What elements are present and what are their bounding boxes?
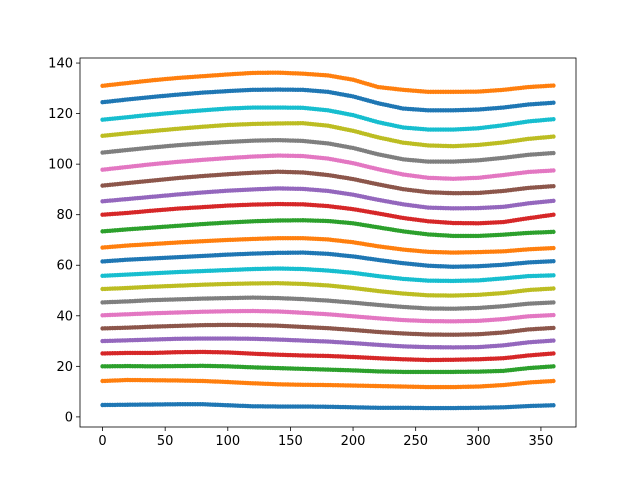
x-tick-label: 0 [98,434,106,449]
x-tick-label: 150 [278,434,303,449]
data-point [551,245,556,251]
series-11 [100,236,556,255]
data-point [551,212,556,217]
series-0 [100,402,556,411]
data-point [551,325,556,331]
data-point [551,229,556,235]
data-point [551,364,556,369]
series-7 [100,295,556,311]
y-tick-label: 120 [48,107,73,122]
data-point [551,300,556,305]
x-tick-label: 250 [403,434,428,449]
data-point [551,338,556,343]
y-tick-label: 80 [56,208,73,223]
data-point [551,286,556,291]
data-point [551,273,556,278]
series-4 [100,336,556,350]
series-12 [100,218,556,239]
data-point [551,100,556,105]
series-2 [100,363,556,375]
x-tick-label: 300 [466,434,491,449]
y-tick-label: 100 [48,158,73,173]
series-8 [100,280,556,298]
series-10 [100,250,556,269]
data-point [551,116,556,122]
x-tick-label: 100 [215,434,240,449]
y-tick-label: 140 [48,57,73,72]
series-1 [100,377,556,390]
data-point [551,150,556,156]
data-point [551,198,556,203]
y-tick-label: 40 [56,309,73,324]
series-14 [100,186,556,211]
x-tick-label: 50 [157,434,174,449]
y-tick-label: 60 [56,259,73,274]
series-layer [100,70,556,411]
x-tick-label: 350 [529,434,554,449]
data-point [551,83,556,88]
data-point [551,378,556,384]
data-point [551,351,556,356]
series-6 [100,308,556,324]
data-point [551,259,556,264]
series-5 [100,322,556,337]
data-point [551,183,556,189]
y-tick-label: 0 [65,410,73,425]
x-tick-label: 200 [341,434,366,449]
data-point [551,134,556,139]
data-point [551,403,556,408]
data-point [551,312,556,318]
data-point [551,168,556,173]
series-13 [100,201,556,226]
y-tick-label: 20 [56,360,73,375]
series-9 [100,266,556,284]
series-3 [100,349,556,363]
